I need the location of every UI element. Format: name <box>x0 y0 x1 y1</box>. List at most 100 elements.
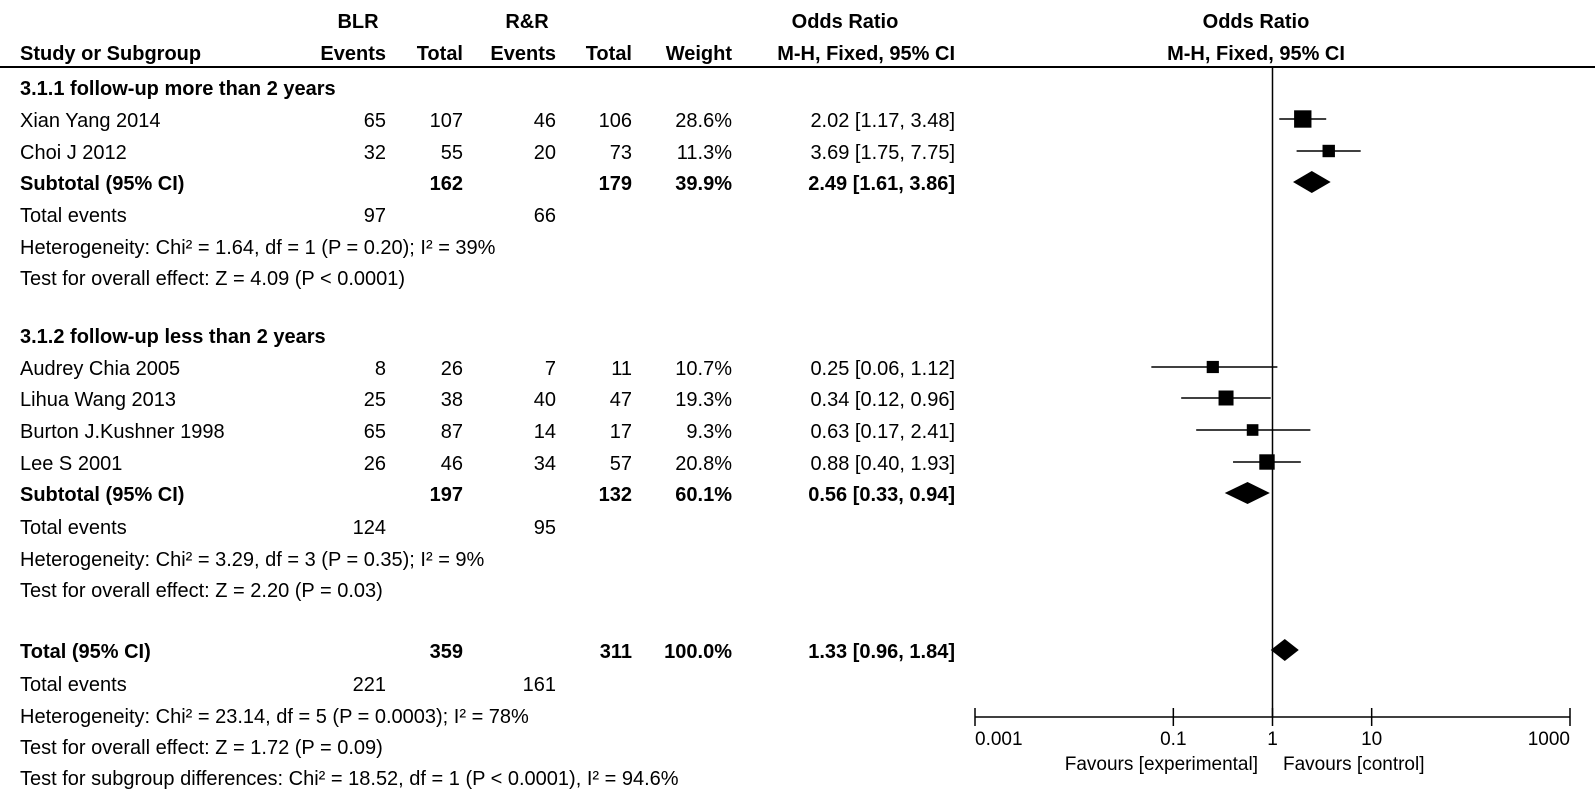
total-left: 197 <box>430 484 463 506</box>
group-header-rr: R&R <box>505 11 549 33</box>
or-plot-header: Odds Ratio <box>1203 11 1310 33</box>
weight: 9.3% <box>686 421 732 443</box>
or-ci: 0.56 [0.33, 0.94] <box>808 484 955 506</box>
total-right: 47 <box>610 389 632 411</box>
tick-label: 10 <box>1361 729 1382 750</box>
heterogeneity-text: Heterogeneity: Chi² = 1.64, df = 1 (P = … <box>20 237 496 259</box>
events-left: 25 <box>364 389 386 411</box>
total-right: 179 <box>599 173 632 195</box>
or-ci: 0.34 [0.12, 0.96] <box>810 389 955 411</box>
weight: 20.8% <box>675 453 732 475</box>
favours-right-label: Favours [control] <box>1283 754 1425 775</box>
study-marker <box>1322 144 1335 158</box>
col-total-right: Total <box>586 43 632 65</box>
total-right: 57 <box>610 453 632 475</box>
summary-diamond <box>1293 171 1331 193</box>
weight: 28.6% <box>675 110 732 132</box>
tick-label: 0.1 <box>1160 729 1186 750</box>
total-left: 359 <box>430 641 463 663</box>
or-table-header: Odds Ratio <box>792 11 899 33</box>
subgroup-title: 3.1.1 follow-up more than 2 years <box>20 78 336 100</box>
col-events-right: Events <box>490 43 556 65</box>
group-header-blr: BLR <box>337 11 379 33</box>
total-events-row: Total events 221 161 <box>20 674 556 696</box>
total-left: 38 <box>441 389 463 411</box>
or-ci: 0.63 [0.17, 2.41] <box>810 421 955 443</box>
events-right: 40 <box>534 389 556 411</box>
total-events-row: Total events 97 66 <box>20 205 556 227</box>
study-name: Burton J.Kushner 1998 <box>20 421 225 443</box>
events-left: 221 <box>353 674 386 696</box>
weight: 39.9% <box>675 173 732 195</box>
col-or-ci: M-H, Fixed, 95% CI <box>777 43 955 65</box>
subtotal-label: Subtotal (95% CI) <box>20 484 184 506</box>
total-events-label: Total events <box>20 674 127 696</box>
heterogeneity-text: Heterogeneity: Chi² = 23.14, df = 5 (P =… <box>20 706 529 728</box>
table-row: Audrey Chia 2005 8 26 7 11 10.7% 0.25 [0… <box>20 358 955 380</box>
tick-label: 1 <box>1267 729 1278 750</box>
col-or-plot-ci: M-H, Fixed, 95% CI <box>1167 43 1345 65</box>
total-right: 17 <box>610 421 632 443</box>
summary-diamond <box>1224 482 1270 504</box>
total-right: 106 <box>599 110 632 132</box>
table-row: Choi J 2012 32 55 20 73 11.3% 3.69 [1.75… <box>20 142 955 164</box>
weight: 19.3% <box>675 389 732 411</box>
or-ci: 2.49 [1.61, 3.86] <box>808 173 955 195</box>
total-right: 132 <box>599 484 632 506</box>
study-marker <box>1259 454 1275 470</box>
col-events-left: Events <box>320 43 386 65</box>
heterogeneity-text: Heterogeneity: Chi² = 3.29, df = 3 (P = … <box>20 549 485 571</box>
events-right: 66 <box>534 205 556 227</box>
total-row: Total (95% CI) 359 311 100.0% 1.33 [0.96… <box>20 641 955 663</box>
total-events-label: Total events <box>20 517 127 539</box>
total-left: 107 <box>430 110 463 132</box>
tick-label: 0.001 <box>975 729 1023 750</box>
events-left: 8 <box>375 358 386 380</box>
study-marker <box>1206 360 1219 374</box>
study-name: Choi J 2012 <box>20 142 127 164</box>
col-study: Study or Subgroup <box>20 43 201 65</box>
total-events-row: Total events 124 95 <box>20 517 556 539</box>
subtotal-row: Subtotal (95% CI) 162 179 39.9% 2.49 [1.… <box>20 173 955 195</box>
subtotal-label: Subtotal (95% CI) <box>20 173 184 195</box>
events-left: 32 <box>364 142 386 164</box>
events-left: 124 <box>353 517 386 539</box>
events-right: 14 <box>534 421 556 443</box>
subtotal-row: Subtotal (95% CI) 197 132 60.1% 0.56 [0.… <box>20 484 955 506</box>
total-left: 162 <box>430 173 463 195</box>
subgroup-diff-text: Test for subgroup differences: Chi² = 18… <box>20 768 679 790</box>
weight: 60.1% <box>675 484 732 506</box>
total-left: 55 <box>441 142 463 164</box>
events-right: 46 <box>534 110 556 132</box>
study-name: Xian Yang 2014 <box>20 110 161 132</box>
study-name: Audrey Chia 2005 <box>20 358 180 380</box>
total-left: 26 <box>441 358 463 380</box>
or-ci: 3.69 [1.75, 7.75] <box>810 142 955 164</box>
col-weight: Weight <box>666 43 733 65</box>
total-left: 87 <box>441 421 463 443</box>
weight: 100.0% <box>664 641 732 663</box>
study-marker <box>1294 110 1312 128</box>
events-right: 161 <box>523 674 556 696</box>
events-right: 95 <box>534 517 556 539</box>
table-row: Burton J.Kushner 1998 65 87 14 17 9.3% 0… <box>20 421 955 443</box>
total-events-label: Total events <box>20 205 127 227</box>
summary-diamond <box>1270 639 1299 661</box>
table-row: Xian Yang 2014 65 107 46 106 28.6% 2.02 … <box>20 110 955 132</box>
or-ci: 0.88 [0.40, 1.93] <box>810 453 955 475</box>
total-label: Total (95% CI) <box>20 641 151 663</box>
events-right: 34 <box>534 453 556 475</box>
weight: 11.3% <box>677 142 732 164</box>
events-left: 65 <box>364 110 386 132</box>
events-right: 7 <box>545 358 556 380</box>
total-right: 11 <box>611 358 632 380</box>
tick-label: 1000 <box>1528 729 1570 750</box>
study-marker <box>1218 390 1234 406</box>
weight: 10.7% <box>675 358 732 380</box>
subgroup-title: 3.1.2 follow-up less than 2 years <box>20 326 326 348</box>
x-axis: 0.001 0.1 1 10 1000 <box>974 708 1571 750</box>
total-left: 46 <box>441 453 463 475</box>
overall-effect-text: Test for overall effect: Z = 1.72 (P = 0… <box>20 737 383 759</box>
study-marker <box>1246 424 1259 436</box>
